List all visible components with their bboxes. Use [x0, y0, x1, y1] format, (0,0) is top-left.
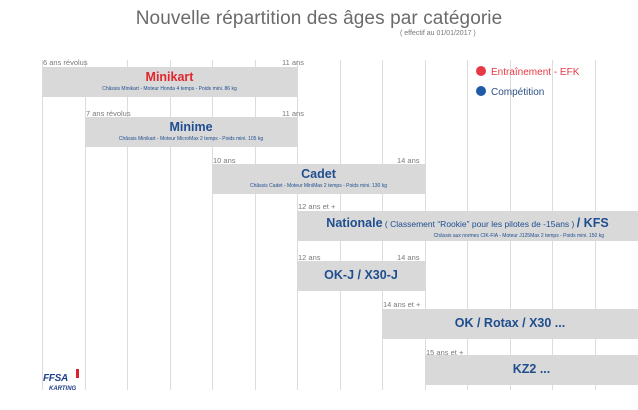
age-start-label: 12 ans: [298, 253, 321, 262]
category-name: KZ2 ...: [512, 362, 551, 376]
chart-title: Nouvelle répartition des âges par catégo…: [135, 8, 503, 29]
age-start-label: 15 ans et +: [426, 348, 464, 357]
age-end-label: 11 ans: [282, 58, 304, 67]
category-name: Minikart: [145, 70, 194, 84]
red-dot-icon: [476, 66, 486, 76]
category-bar-cadet: Cadet Châssis Cadet - Moteur MiniMax 2 t…: [212, 164, 425, 194]
age-end-label: 14 ans: [397, 253, 420, 262]
category-name: Nationale: [326, 216, 383, 230]
grid-line: [212, 60, 213, 390]
category-name: Cadet: [301, 167, 336, 181]
legend-label: Compétition: [491, 87, 545, 98]
age-start-label: 10 ans: [213, 156, 236, 165]
grid-line: [85, 60, 86, 390]
grid-line: [127, 60, 128, 390]
category-name: Minime: [169, 120, 213, 134]
age-start-label: 7 ans révolus: [86, 109, 131, 118]
legend-item-entrainement: Entraînement - EFK: [476, 66, 579, 78]
category-bar-nationale: Nationale ( Classement “Rookie” pour les…: [297, 211, 638, 241]
age-end-label: 14 ans: [397, 156, 420, 165]
grid-line: [170, 60, 171, 390]
age-end-label: 11 ans: [282, 109, 304, 118]
category-spec: Châssis Minikart - Moteur MicroMax 2 tem…: [118, 136, 264, 142]
category-bar-ok-j: OK-J / X30-J: [297, 261, 425, 291]
age-start-label: 6 ans révolus: [43, 58, 88, 67]
blue-dot-icon: [476, 86, 486, 96]
category-bar-minikart: Minikart Châssis Minikart - Moteur Honda…: [42, 67, 297, 97]
category-bar-minime: Minime Châssis Minikart - Moteur MicroMa…: [85, 117, 297, 147]
age-start-label: 14 ans et +: [383, 300, 421, 309]
category-spec: Châssis Minikart - Moteur Honda 4 temps …: [102, 86, 237, 92]
category-name-suffix: / KFS: [576, 216, 609, 230]
ffsa-karting-logo: FFSA KARTING: [43, 368, 93, 394]
category-name-line: Nationale ( Classement “Rookie” pour les…: [297, 214, 638, 232]
category-spec: Châssis Cadet - Moteur MiniMax 2 temps -…: [250, 183, 387, 189]
logo-main-text: FFSA: [43, 373, 68, 384]
logo-flag-icon: [76, 369, 79, 378]
age-start-label: 12 ans et +: [298, 202, 336, 211]
category-name: OK-J / X30-J: [324, 268, 398, 282]
category-note: ( Classement “Rookie” pour les pilotes d…: [382, 219, 577, 229]
category-bar-kz2: KZ2 ...: [425, 355, 638, 385]
category-name: OK / Rotax / X30 ...: [454, 316, 566, 330]
legend-label: Entraînement - EFK: [491, 67, 580, 78]
grid-line: [255, 60, 256, 390]
grid-line: [42, 60, 43, 390]
category-spec: Châssis aux normes CIK-FIA - Moteur J125…: [433, 233, 604, 239]
logo-sub-text: KARTING: [49, 386, 77, 392]
legend-item-competition: Compétition: [476, 86, 544, 98]
category-bar-ok: OK / Rotax / X30 ...: [382, 309, 638, 339]
chart-subtitle: ( effectif au 01/01/2017 ): [400, 30, 476, 37]
